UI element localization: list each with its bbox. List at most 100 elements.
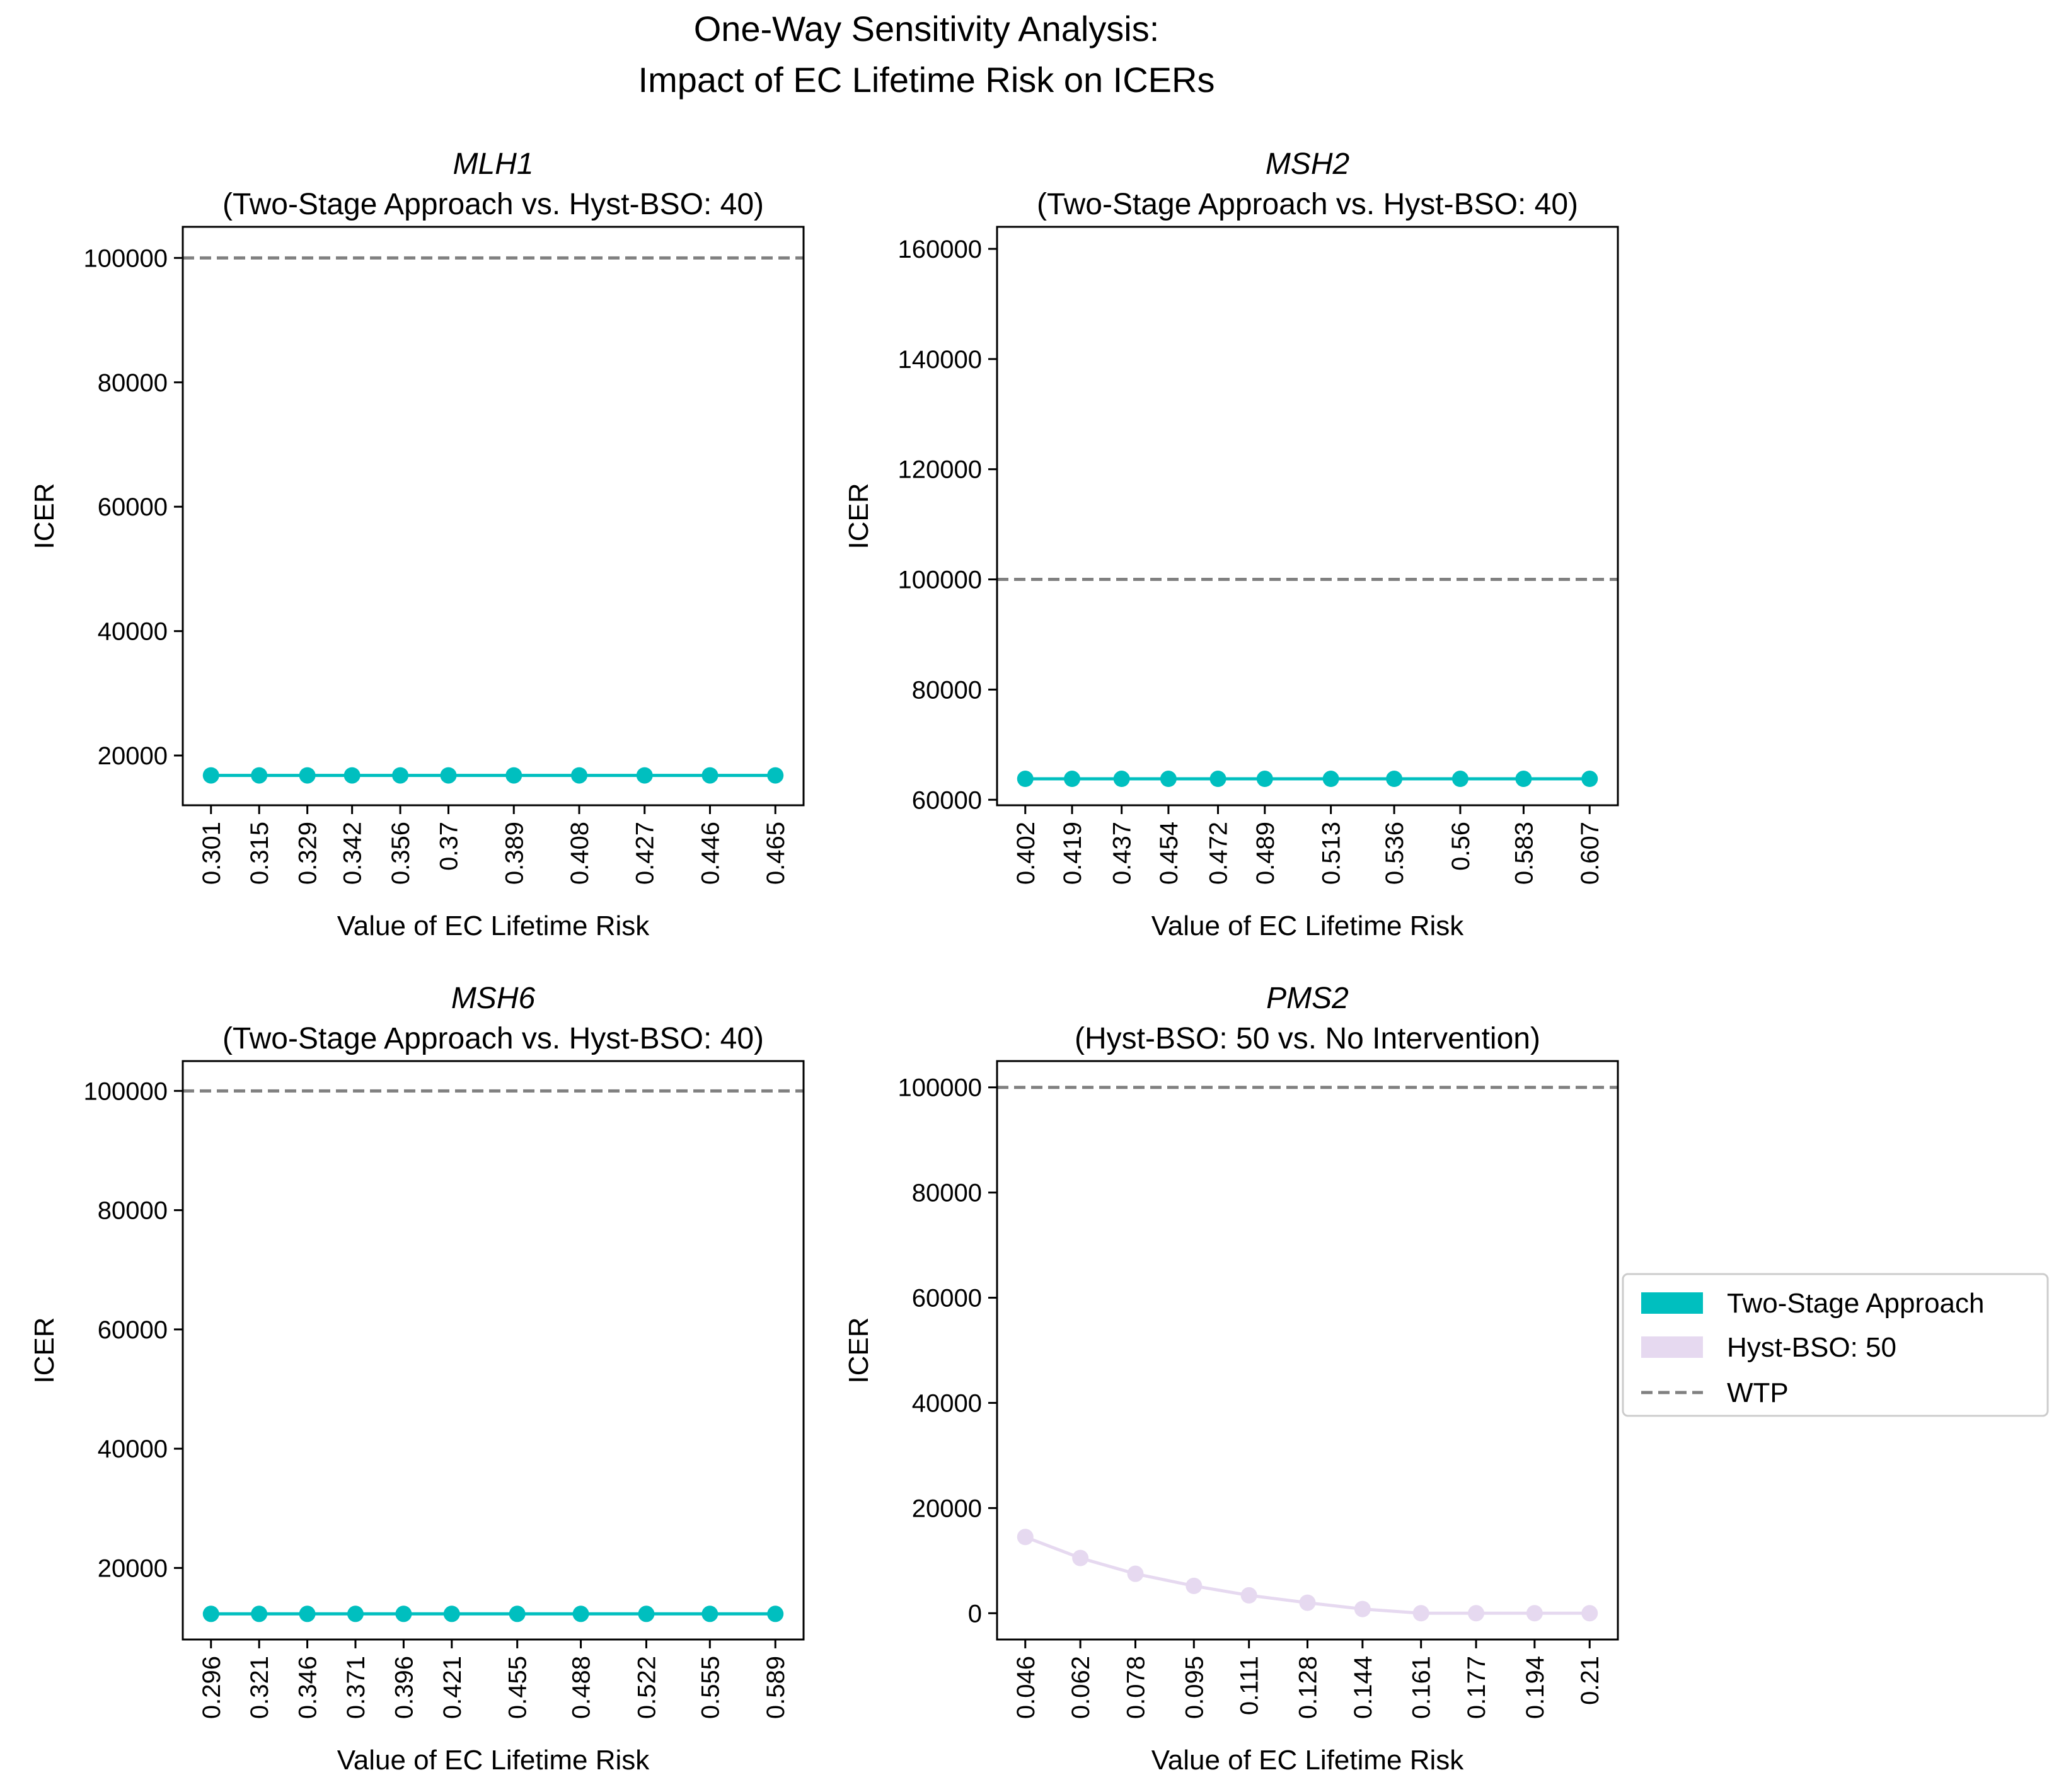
x-tick-label: 0.446 xyxy=(696,822,724,885)
legend: Two-Stage Approach Hyst-BSO: 50 WTP xyxy=(1622,1273,2049,1417)
x-tick-label: 0.078 xyxy=(1122,1656,1150,1719)
data-point xyxy=(1299,1594,1316,1611)
x-tick-label: 0.427 xyxy=(632,822,659,885)
data-point xyxy=(299,1605,316,1623)
x-tick-label: 0.589 xyxy=(762,1656,790,1719)
y-tick-label: 100000 xyxy=(898,1074,982,1102)
data-point xyxy=(1581,1605,1598,1622)
data-point xyxy=(202,767,219,784)
data-point xyxy=(1451,771,1468,788)
legend-frame xyxy=(1622,1273,2049,1417)
y-tick-label: 80000 xyxy=(912,676,982,704)
y-tick-label: 80000 xyxy=(912,1180,982,1207)
x-tick-label: 0.21 xyxy=(1576,1656,1604,1705)
y-axis-label: ICER xyxy=(29,1317,60,1383)
data-point xyxy=(1581,771,1598,788)
subplot-title-gene: MLH1 xyxy=(453,147,533,181)
x-tick-label: 0.454 xyxy=(1155,822,1183,885)
data-point xyxy=(202,1605,219,1623)
data-point xyxy=(343,767,361,784)
y-tick-label: 60000 xyxy=(912,1285,982,1312)
x-tick-label: 0.488 xyxy=(568,1656,596,1719)
x-tick-label: 0.607 xyxy=(1576,822,1604,885)
axes-frame xyxy=(182,226,805,807)
y-tick-label: 0 xyxy=(968,1600,982,1628)
subplot-title-comparison: (Two-Stage Approach vs. Hyst-BSO: 40) xyxy=(222,1022,764,1055)
y-axis-label: ICER xyxy=(843,483,874,549)
data-point xyxy=(1412,1605,1429,1622)
data-point xyxy=(1017,1529,1034,1546)
legend-label-two-stage: Two-Stage Approach xyxy=(1727,1288,1984,1319)
data-point xyxy=(701,767,718,784)
data-point xyxy=(392,767,409,784)
data-point xyxy=(767,767,784,784)
x-axis-label: Value of EC Lifetime Risk xyxy=(337,910,650,941)
subplot-mlh1: MLH1 (Two-Stage Approach vs. Hyst-BSO: 40… xyxy=(29,147,805,941)
data-point xyxy=(1127,1565,1144,1582)
x-tick-label: 0.356 xyxy=(387,822,415,885)
data-point xyxy=(1209,771,1226,788)
data-point xyxy=(1386,771,1403,788)
x-tick-label: 0.536 xyxy=(1381,822,1409,885)
data-point xyxy=(636,767,653,784)
data-point xyxy=(1468,1605,1485,1622)
subplot-grid: MLH1 (Two-Stage Approach vs. Hyst-BSO: 40… xyxy=(29,147,1619,1776)
x-tick-label: 0.315 xyxy=(246,822,274,885)
x-tick-label: 0.489 xyxy=(1252,822,1279,885)
y-tick-label: 140000 xyxy=(898,346,982,374)
x-tick-label: 0.301 xyxy=(198,822,226,885)
x-tick-label: 0.396 xyxy=(390,1656,418,1719)
y-tick-label: 20000 xyxy=(98,1554,168,1582)
data-point xyxy=(1113,771,1130,788)
subplot-title-gene: MSH2 xyxy=(1266,147,1349,181)
data-point xyxy=(1354,1600,1371,1617)
x-tick-label: 0.046 xyxy=(1012,1656,1040,1719)
legend-swatch-hyst-bso-50 xyxy=(1641,1336,1703,1358)
x-tick-label: 0.437 xyxy=(1109,822,1136,885)
x-tick-label: 0.194 xyxy=(1521,1656,1549,1719)
x-tick-label: 0.321 xyxy=(246,1656,274,1719)
x-tick-label: 0.555 xyxy=(696,1656,724,1719)
data-point xyxy=(767,1605,784,1623)
subplot-msh6: MSH6 (Two-Stage Approach vs. Hyst-BSO: 40… xyxy=(29,982,805,1776)
x-axis-label: Value of EC Lifetime Risk xyxy=(337,1745,650,1776)
data-point xyxy=(1064,771,1081,788)
data-point xyxy=(1515,771,1532,788)
subplot-title-comparison: (Two-Stage Approach vs. Hyst-BSO: 40) xyxy=(1037,188,1578,221)
legend-label-hyst-bso-50: Hyst-BSO: 50 xyxy=(1727,1332,1896,1363)
x-tick-label: 0.161 xyxy=(1408,1656,1436,1719)
data-point xyxy=(509,1605,526,1623)
data-point xyxy=(1186,1577,1203,1594)
data-point xyxy=(1240,1587,1257,1604)
x-tick-label: 0.465 xyxy=(762,822,790,885)
y-tick-label: 40000 xyxy=(912,1389,982,1417)
y-tick-label: 100000 xyxy=(84,1077,168,1105)
y-tick-label: 80000 xyxy=(98,369,168,397)
y-tick-label: 100000 xyxy=(898,566,982,594)
data-point xyxy=(299,767,316,784)
data-point xyxy=(505,767,522,784)
y-tick-label: 120000 xyxy=(898,456,982,484)
data-point xyxy=(1256,771,1273,788)
y-tick-label: 40000 xyxy=(98,618,168,646)
x-tick-label: 0.56 xyxy=(1447,822,1475,871)
axes-frame xyxy=(182,1060,805,1641)
data-point xyxy=(443,1605,460,1623)
data-point xyxy=(440,767,457,784)
axes-frame xyxy=(996,226,1619,807)
y-tick-label: 160000 xyxy=(898,236,982,263)
x-axis-label: Value of EC Lifetime Risk xyxy=(1151,1745,1465,1776)
x-tick-label: 0.329 xyxy=(294,822,322,885)
x-tick-label: 0.513 xyxy=(1318,822,1346,885)
x-tick-label: 0.389 xyxy=(500,822,528,885)
data-point xyxy=(572,1605,589,1623)
subplot-title-comparison: (Hyst-BSO: 50 vs. No Intervention) xyxy=(1075,1022,1540,1055)
x-tick-label: 0.346 xyxy=(294,1656,322,1719)
data-point xyxy=(1160,771,1177,788)
data-point xyxy=(571,767,588,784)
x-tick-label: 0.455 xyxy=(504,1656,532,1719)
y-tick-label: 100000 xyxy=(84,244,168,272)
x-tick-label: 0.177 xyxy=(1463,1656,1491,1719)
subplot-title-gene: PMS2 xyxy=(1266,982,1349,1015)
